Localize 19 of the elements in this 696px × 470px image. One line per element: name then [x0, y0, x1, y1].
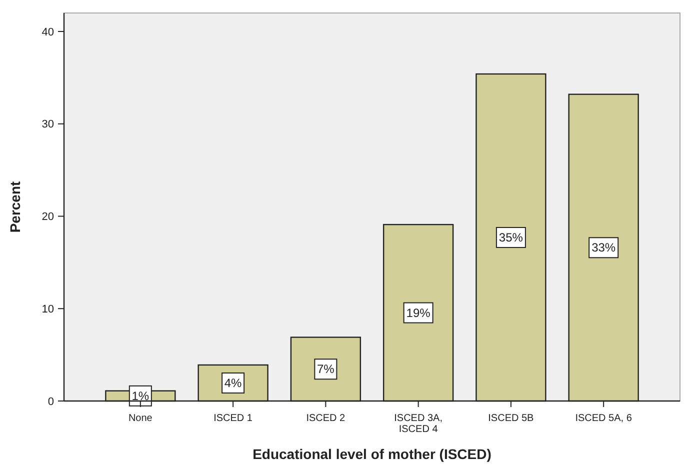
- data-label: 33%: [592, 240, 616, 255]
- y-tick-label: 30: [42, 118, 54, 131]
- y-tick-label: 10: [42, 303, 54, 316]
- data-label: 19%: [406, 306, 431, 320]
- x-tick-label: ISCED 1: [214, 413, 253, 424]
- y-tick-label: 0: [48, 396, 54, 408]
- x-tick-label: ISCED 3A, ISCED 4: [394, 413, 442, 435]
- x-tick-label: ISCED 5A, 6: [575, 413, 632, 424]
- x-axis-title: Educational level of mother (ISCED): [252, 446, 492, 462]
- data-label: 35%: [498, 230, 524, 244]
- data-label: 1%: [132, 388, 150, 403]
- y-axis-title: Percent: [7, 180, 23, 233]
- data-label: 4%: [224, 376, 242, 390]
- data-label: 7%: [317, 362, 335, 376]
- x-tick-label: None: [128, 413, 153, 424]
- x-tick-label: ISCED 5B: [488, 413, 534, 424]
- y-tick-label: 40: [42, 26, 54, 38]
- x-tick-label: ISCED 2: [306, 413, 346, 424]
- y-tick-label: 20: [42, 211, 54, 224]
